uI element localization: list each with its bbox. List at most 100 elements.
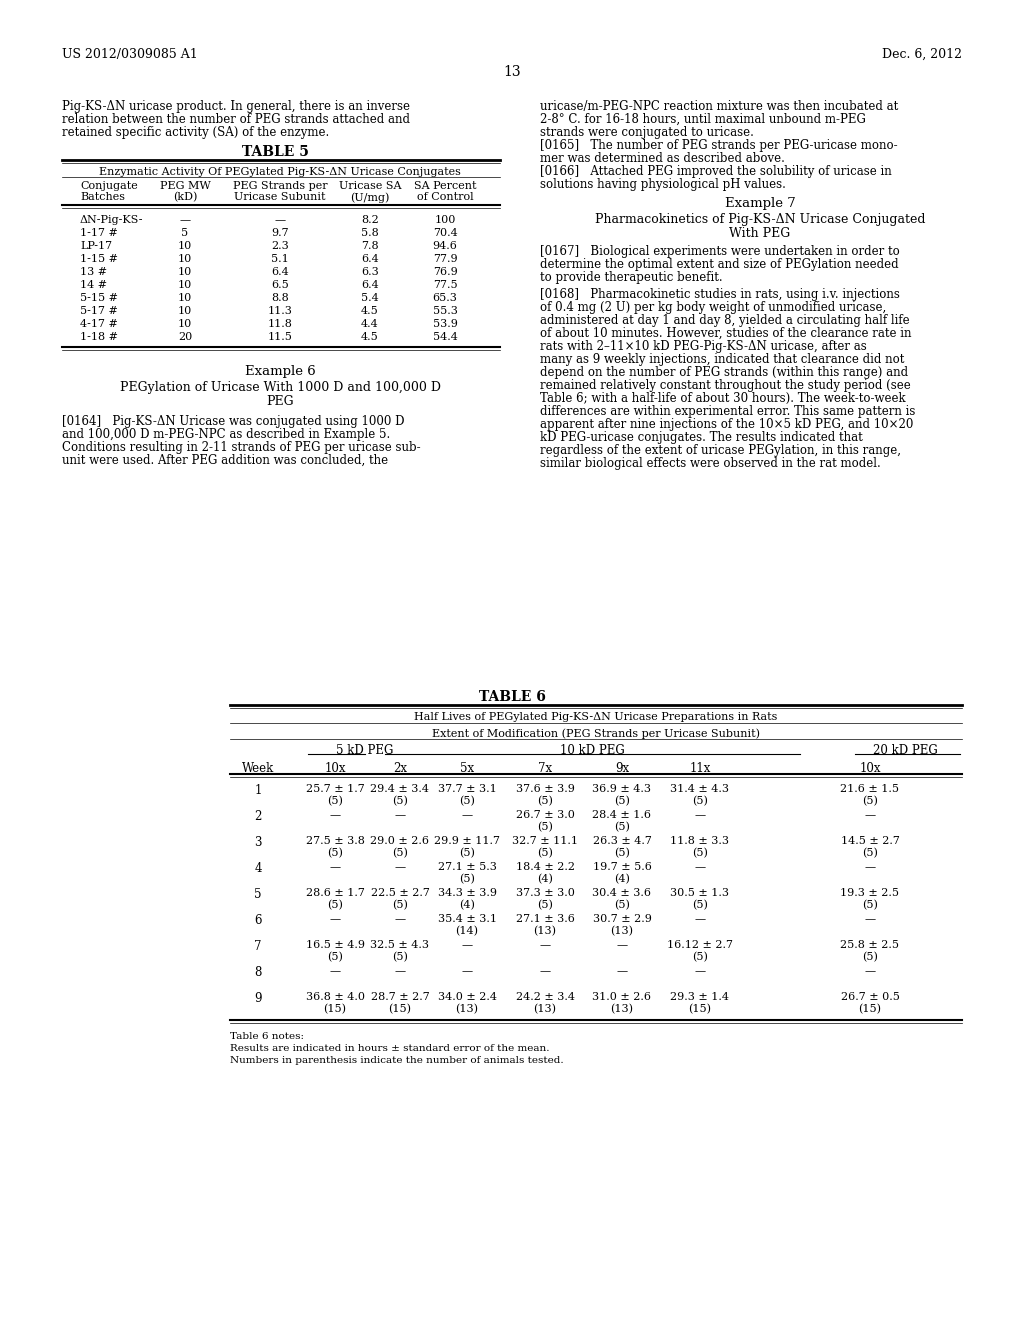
Text: 31.0 ± 2.6: 31.0 ± 2.6 xyxy=(593,993,651,1002)
Text: 10: 10 xyxy=(178,253,193,264)
Text: (5): (5) xyxy=(614,822,630,833)
Text: 30.4 ± 3.6: 30.4 ± 3.6 xyxy=(593,888,651,898)
Text: Example 6: Example 6 xyxy=(245,366,315,378)
Text: Table 6; with a half-life of about 30 hours). The week-to-week: Table 6; with a half-life of about 30 ho… xyxy=(540,392,905,405)
Text: (5): (5) xyxy=(692,847,708,858)
Text: 4.5: 4.5 xyxy=(361,306,379,315)
Text: —: — xyxy=(616,940,628,950)
Text: 10: 10 xyxy=(178,319,193,329)
Text: 28.7 ± 2.7: 28.7 ± 2.7 xyxy=(371,993,429,1002)
Text: —: — xyxy=(694,810,706,820)
Text: (5): (5) xyxy=(537,796,553,807)
Text: 2x: 2x xyxy=(393,762,407,775)
Text: —: — xyxy=(330,810,341,820)
Text: 5.4: 5.4 xyxy=(361,293,379,304)
Text: 25.8 ± 2.5: 25.8 ± 2.5 xyxy=(841,940,899,950)
Text: 34.3 ± 3.9: 34.3 ± 3.9 xyxy=(437,888,497,898)
Text: Pharmacokinetics of Pig-KS-ΔN Uricase Conjugated: Pharmacokinetics of Pig-KS-ΔN Uricase Co… xyxy=(595,213,926,226)
Text: —: — xyxy=(864,862,876,873)
Text: 1-15 #: 1-15 # xyxy=(80,253,118,264)
Text: (5): (5) xyxy=(392,796,408,807)
Text: —: — xyxy=(462,940,472,950)
Text: of Control: of Control xyxy=(417,191,473,202)
Text: (5): (5) xyxy=(692,900,708,911)
Text: 2.3: 2.3 xyxy=(271,242,289,251)
Text: (5): (5) xyxy=(392,847,408,858)
Text: relation between the number of PEG strands attached and: relation between the number of PEG stran… xyxy=(62,114,410,125)
Text: apparent after nine injections of the 10×5 kD PEG, and 10×20: apparent after nine injections of the 10… xyxy=(540,418,913,432)
Text: 54.4: 54.4 xyxy=(432,333,458,342)
Text: 10x: 10x xyxy=(859,762,881,775)
Text: 20 kD PEG: 20 kD PEG xyxy=(872,744,937,756)
Text: (5): (5) xyxy=(692,796,708,807)
Text: PEGylation of Uricase With 1000 D and 100,000 D: PEGylation of Uricase With 1000 D and 10… xyxy=(120,381,440,393)
Text: 5x: 5x xyxy=(460,762,474,775)
Text: —: — xyxy=(330,913,341,924)
Text: 26.3 ± 4.7: 26.3 ± 4.7 xyxy=(593,836,651,846)
Text: (5): (5) xyxy=(392,900,408,911)
Text: administered at day 1 and day 8, yielded a circulating half life: administered at day 1 and day 8, yielded… xyxy=(540,314,909,327)
Text: Uricase Subunit: Uricase Subunit xyxy=(234,191,326,202)
Text: 16.5 ± 4.9: 16.5 ± 4.9 xyxy=(305,940,365,950)
Text: 13: 13 xyxy=(503,65,521,79)
Text: —: — xyxy=(694,913,706,924)
Text: 94.6: 94.6 xyxy=(432,242,458,251)
Text: [0164]   Pig-KS-ΔN Uricase was conjugated using 1000 D: [0164] Pig-KS-ΔN Uricase was conjugated … xyxy=(62,414,404,428)
Text: 29.0 ± 2.6: 29.0 ± 2.6 xyxy=(371,836,429,846)
Text: 31.4 ± 4.3: 31.4 ± 4.3 xyxy=(671,784,729,795)
Text: Enzymatic Activity Of PEGylated Pig-KS-ΔN Uricase Conjugates: Enzymatic Activity Of PEGylated Pig-KS-Δ… xyxy=(99,168,461,177)
Text: 6: 6 xyxy=(254,913,262,927)
Text: PEG Strands per: PEG Strands per xyxy=(232,181,328,191)
Text: LP-17: LP-17 xyxy=(80,242,112,251)
Text: 6.5: 6.5 xyxy=(271,280,289,290)
Text: depend on the number of PEG strands (within this range) and: depend on the number of PEG strands (wit… xyxy=(540,366,908,379)
Text: —: — xyxy=(694,862,706,873)
Text: of about 10 minutes. However, studies of the clearance rate in: of about 10 minutes. However, studies of… xyxy=(540,327,911,341)
Text: Pig-KS-ΔN uricase product. In general, there is an inverse: Pig-KS-ΔN uricase product. In general, t… xyxy=(62,100,410,114)
Text: strands were conjugated to uricase.: strands were conjugated to uricase. xyxy=(540,125,754,139)
Text: —: — xyxy=(394,966,406,975)
Text: 32.5 ± 4.3: 32.5 ± 4.3 xyxy=(371,940,429,950)
Text: (5): (5) xyxy=(327,796,343,807)
Text: 13 #: 13 # xyxy=(80,267,108,277)
Text: (15): (15) xyxy=(858,1005,882,1014)
Text: —: — xyxy=(462,810,472,820)
Text: [0168]   Pharmacokinetic studies in rats, using i.v. injections: [0168] Pharmacokinetic studies in rats, … xyxy=(540,288,900,301)
Text: —: — xyxy=(394,913,406,924)
Text: (5): (5) xyxy=(327,847,343,858)
Text: 5: 5 xyxy=(181,228,188,238)
Text: 26.7 ± 0.5: 26.7 ± 0.5 xyxy=(841,993,899,1002)
Text: TABLE 6: TABLE 6 xyxy=(478,690,546,704)
Text: (5): (5) xyxy=(327,952,343,962)
Text: (4): (4) xyxy=(614,874,630,884)
Text: PEG MW: PEG MW xyxy=(160,181,210,191)
Text: —: — xyxy=(394,862,406,873)
Text: uricase/m-PEG-NPC reaction mixture was then incubated at: uricase/m-PEG-NPC reaction mixture was t… xyxy=(540,100,898,114)
Text: (13): (13) xyxy=(456,1005,478,1014)
Text: 70.4: 70.4 xyxy=(432,228,458,238)
Text: 30.5 ± 1.3: 30.5 ± 1.3 xyxy=(671,888,729,898)
Text: 19.7 ± 5.6: 19.7 ± 5.6 xyxy=(593,862,651,873)
Text: 7: 7 xyxy=(254,940,262,953)
Text: 9: 9 xyxy=(254,993,262,1005)
Text: (13): (13) xyxy=(534,1005,556,1014)
Text: unit were used. After PEG addition was concluded, the: unit were used. After PEG addition was c… xyxy=(62,454,388,467)
Text: 11.3: 11.3 xyxy=(267,306,293,315)
Text: 10: 10 xyxy=(178,280,193,290)
Text: 100: 100 xyxy=(434,215,456,224)
Text: differences are within experimental error. This same pattern is: differences are within experimental erro… xyxy=(540,405,915,418)
Text: [0167]   Biological experiments were undertaken in order to: [0167] Biological experiments were under… xyxy=(540,246,900,257)
Text: (kD): (kD) xyxy=(173,191,198,202)
Text: 9x: 9x xyxy=(615,762,629,775)
Text: 10: 10 xyxy=(178,306,193,315)
Text: 37.6 ± 3.9: 37.6 ± 3.9 xyxy=(515,784,574,795)
Text: similar biological effects were observed in the rat model.: similar biological effects were observed… xyxy=(540,457,881,470)
Text: (4): (4) xyxy=(459,900,475,911)
Text: 10: 10 xyxy=(178,242,193,251)
Text: (5): (5) xyxy=(862,952,878,962)
Text: 25.7 ± 1.7: 25.7 ± 1.7 xyxy=(305,784,365,795)
Text: 65.3: 65.3 xyxy=(432,293,458,304)
Text: 4: 4 xyxy=(254,862,262,875)
Text: 5-15 #: 5-15 # xyxy=(80,293,118,304)
Text: and 100,000 D m-PEG-NPC as described in Example 5.: and 100,000 D m-PEG-NPC as described in … xyxy=(62,428,390,441)
